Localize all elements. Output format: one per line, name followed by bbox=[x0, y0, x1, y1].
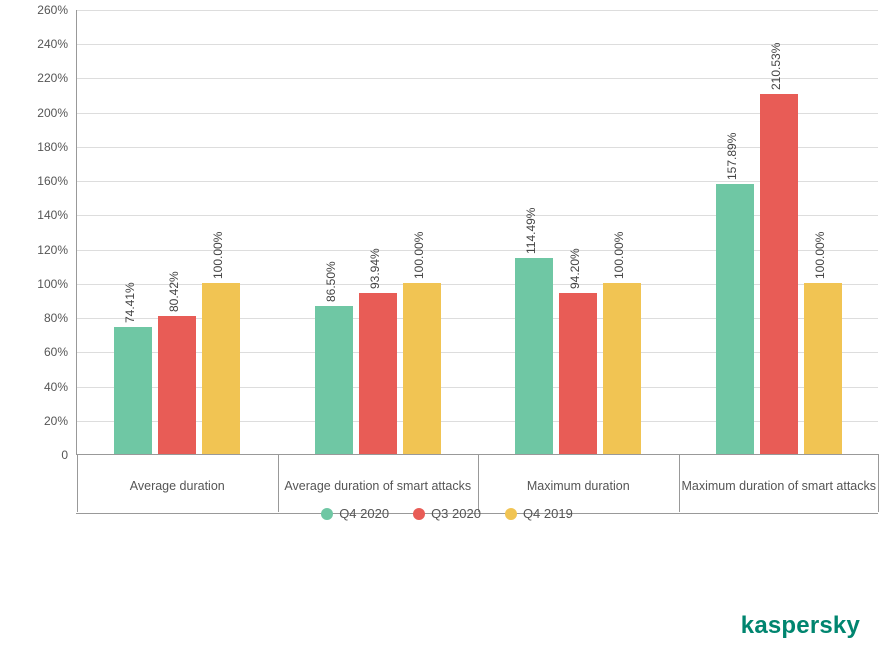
bar-value-label: 100.00% bbox=[813, 231, 827, 278]
legend-item: Q3 2020 bbox=[413, 505, 481, 521]
category-label: Average duration of smart attacks bbox=[278, 478, 479, 494]
bar: 93.94% bbox=[359, 293, 397, 454]
bar: 100.00% bbox=[603, 283, 641, 454]
category-group: Maximum duration of smart attacks157.89%… bbox=[679, 10, 880, 454]
legend: Q4 2020 Q3 2020 Q4 2019 bbox=[0, 505, 894, 521]
category-label: Average duration bbox=[77, 478, 278, 494]
bar-value-label: 100.00% bbox=[412, 231, 426, 278]
bar-value-label: 100.00% bbox=[211, 231, 225, 278]
chart-container: Average duration74.41%80.42%100.00%Avera… bbox=[18, 10, 878, 540]
bar: 210.53% bbox=[760, 94, 798, 454]
bar-value-label: 100.00% bbox=[612, 231, 626, 278]
y-tick-label: 40% bbox=[18, 380, 68, 394]
y-tick-label: 180% bbox=[18, 140, 68, 154]
plot-area: Average duration74.41%80.42%100.00%Avera… bbox=[76, 10, 878, 455]
bar-value-label: 93.94% bbox=[368, 249, 382, 290]
category-group: Average duration74.41%80.42%100.00% bbox=[77, 10, 278, 454]
bar: 94.20% bbox=[559, 293, 597, 454]
bar: 74.41% bbox=[114, 327, 152, 454]
y-tick-label: 120% bbox=[18, 243, 68, 257]
bar: 100.00% bbox=[804, 283, 842, 454]
bar-value-label: 114.49% bbox=[524, 208, 538, 254]
y-tick-label: 160% bbox=[18, 174, 68, 188]
category-group: Average duration of smart attacks86.50%9… bbox=[278, 10, 479, 454]
bar-value-label: 94.20% bbox=[568, 248, 582, 289]
bar: 100.00% bbox=[202, 283, 240, 454]
bar: 86.50% bbox=[315, 306, 353, 454]
bar-value-label: 86.50% bbox=[324, 261, 338, 302]
y-tick-label: 100% bbox=[18, 277, 68, 291]
bar-value-label: 210.53% bbox=[769, 42, 783, 89]
bar: 114.49% bbox=[515, 258, 553, 454]
legend-label: Q4 2019 bbox=[523, 506, 573, 521]
legend-swatch bbox=[505, 508, 517, 520]
bar: 80.42% bbox=[158, 316, 196, 454]
y-tick-label: 60% bbox=[18, 345, 68, 359]
bar: 157.89% bbox=[716, 184, 754, 454]
bar: 100.00% bbox=[403, 283, 441, 454]
category-label: Maximum duration bbox=[478, 478, 679, 494]
category-group: Maximum duration114.49%94.20%100.00% bbox=[478, 10, 679, 454]
category-label: Maximum duration of smart attacks bbox=[679, 478, 880, 494]
y-tick-label: 140% bbox=[18, 208, 68, 222]
legend-label: Q3 2020 bbox=[431, 506, 481, 521]
y-tick-label: 80% bbox=[18, 311, 68, 325]
y-tick-label: 260% bbox=[18, 3, 68, 17]
legend-label: Q4 2020 bbox=[339, 506, 389, 521]
legend-item: Q4 2020 bbox=[321, 505, 389, 521]
bar-value-label: 74.41% bbox=[123, 282, 137, 323]
y-tick-label: 20% bbox=[18, 414, 68, 428]
brand-logo: kaspersky bbox=[741, 612, 860, 640]
legend-swatch bbox=[413, 508, 425, 520]
bar-value-label: 157.89% bbox=[725, 132, 739, 179]
y-tick-label: 200% bbox=[18, 106, 68, 120]
y-tick-label: 0 bbox=[18, 448, 68, 462]
y-tick-label: 240% bbox=[18, 37, 68, 51]
y-tick-label: 220% bbox=[18, 71, 68, 85]
legend-swatch bbox=[321, 508, 333, 520]
bar-value-label: 80.42% bbox=[167, 272, 181, 313]
legend-item: Q4 2019 bbox=[505, 505, 573, 521]
